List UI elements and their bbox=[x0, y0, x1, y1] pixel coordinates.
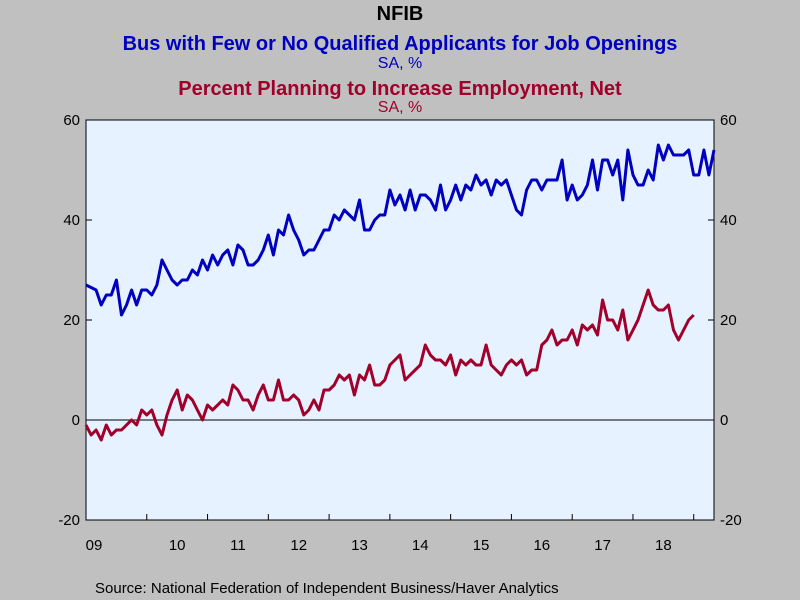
x-tick-label: 14 bbox=[412, 537, 429, 554]
y-tick-label-right: 60 bbox=[720, 112, 737, 129]
y-tick-label-left: 40 bbox=[63, 212, 80, 229]
series2-title: Percent Planning to Increase Employment,… bbox=[178, 78, 622, 100]
y-tick-label-right: 20 bbox=[720, 312, 737, 329]
x-tick-label: 10 bbox=[169, 537, 186, 554]
series1-units: SA, % bbox=[378, 55, 422, 72]
x-tick-label: 11 bbox=[230, 537, 246, 554]
y-tick-label-right: -20 bbox=[720, 512, 742, 529]
y-tick-label-left: 20 bbox=[63, 312, 80, 329]
x-tick-label: 17 bbox=[594, 537, 611, 554]
x-tick-label: 13 bbox=[351, 537, 368, 554]
y-tick-label-left: 0 bbox=[72, 412, 80, 429]
x-tick-label: 15 bbox=[473, 537, 490, 554]
x-tick-label: 18 bbox=[655, 537, 672, 554]
y-tick-label-right: 0 bbox=[720, 412, 728, 429]
x-tick-label: 16 bbox=[533, 537, 550, 554]
y-tick-label-right: 40 bbox=[720, 212, 737, 229]
x-tick-label: 12 bbox=[290, 537, 307, 554]
series-line-2 bbox=[84, 288, 695, 442]
chart-marks: -20 -20 0 0 20 20 40 40 60 60 09 10 11 12 13 14 15 16 17 18 bbox=[58, 112, 741, 554]
chart-title: NFIB bbox=[377, 3, 424, 25]
series1-title: Bus with Few or No Qualified Applicants … bbox=[123, 33, 678, 55]
source-note: Source: National Federation of Independe… bbox=[95, 580, 559, 597]
y-tick-label-left: -20 bbox=[58, 512, 80, 529]
series-line-1 bbox=[85, 143, 716, 317]
series2-units: SA, % bbox=[378, 99, 422, 116]
x-tick-label: 09 bbox=[86, 537, 103, 554]
y-tick-label-left: 60 bbox=[63, 112, 80, 129]
